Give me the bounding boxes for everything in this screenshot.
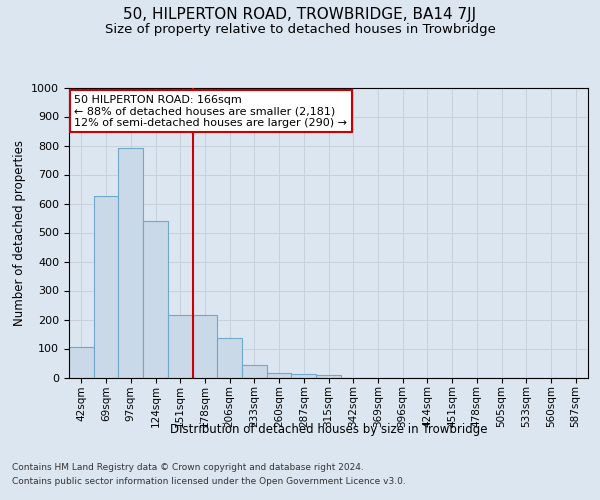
Text: 50, HILPERTON ROAD, TROWBRIDGE, BA14 7JJ: 50, HILPERTON ROAD, TROWBRIDGE, BA14 7JJ bbox=[124, 8, 476, 22]
Text: Size of property relative to detached houses in Trowbridge: Size of property relative to detached ho… bbox=[104, 22, 496, 36]
Bar bbox=[193, 315, 217, 378]
Bar bbox=[94, 196, 118, 378]
Text: 50 HILPERTON ROAD: 166sqm
← 88% of detached houses are smaller (2,181)
12% of se: 50 HILPERTON ROAD: 166sqm ← 88% of detac… bbox=[74, 95, 347, 128]
Bar bbox=[118, 148, 143, 378]
Text: Contains public sector information licensed under the Open Government Licence v3: Contains public sector information licen… bbox=[12, 477, 406, 486]
Bar bbox=[168, 315, 193, 378]
Y-axis label: Number of detached properties: Number of detached properties bbox=[13, 140, 26, 326]
Bar bbox=[292, 374, 316, 378]
Bar bbox=[69, 347, 94, 378]
Text: Distribution of detached houses by size in Trowbridge: Distribution of detached houses by size … bbox=[170, 422, 488, 436]
Bar bbox=[267, 373, 292, 378]
Bar bbox=[242, 366, 267, 378]
Bar bbox=[217, 338, 242, 378]
Text: Contains HM Land Registry data © Crown copyright and database right 2024.: Contains HM Land Registry data © Crown c… bbox=[12, 464, 364, 472]
Bar bbox=[316, 374, 341, 378]
Bar bbox=[143, 221, 168, 378]
